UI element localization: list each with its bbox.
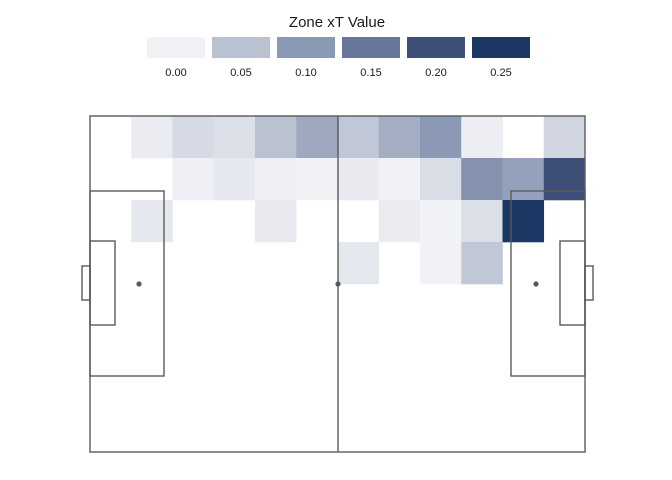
- legend-title: Zone xT Value: [289, 14, 385, 31]
- heatmap-cell: [337, 158, 380, 201]
- heatmap-cell: [420, 242, 462, 285]
- heatmap-cell: [296, 158, 338, 201]
- right-six-yard-box: [559, 240, 586, 326]
- heatmap-cell: [337, 116, 380, 159]
- right-goal: [584, 265, 594, 301]
- heatmap-cell: [255, 200, 297, 243]
- heatmap-cell: [172, 116, 215, 159]
- heatmap-cell: [131, 116, 173, 159]
- left-penalty-spot: [136, 281, 142, 287]
- heatmap-cell: [461, 116, 503, 159]
- legend-swatch: [212, 37, 270, 58]
- heatmap-cells: [131, 116, 586, 285]
- legend-labels: 0.00 0.05 0.10 0.15 0.20 0.25: [165, 67, 511, 79]
- legend-label: 0.10: [295, 67, 316, 79]
- heatmap-cell: [213, 158, 256, 201]
- legend-swatch: [342, 37, 400, 58]
- heatmap-cell: [255, 158, 297, 201]
- pitch: [81, 115, 594, 453]
- left-goal: [81, 265, 91, 301]
- heatmap-cell: [420, 200, 462, 243]
- legend-label: 0.20: [425, 67, 446, 79]
- heatmap-cell: [420, 116, 462, 159]
- heatmap-cell: [296, 116, 338, 159]
- legend-label: 0.00: [165, 67, 186, 79]
- legend-swatch: [407, 37, 465, 58]
- legend-label: 0.25: [490, 67, 511, 79]
- heatmap-cell: [461, 242, 503, 285]
- heatmap-cell: [461, 200, 503, 243]
- heatmap-cell: [213, 116, 256, 159]
- heatmap-cell: [131, 200, 173, 243]
- heatmap-cell: [337, 242, 380, 285]
- heatmap-cell: [543, 116, 586, 159]
- heatmap-cell: [502, 200, 545, 243]
- right-penalty-spot: [533, 281, 539, 287]
- centre-spot: [335, 281, 341, 287]
- legend-swatches: [147, 37, 530, 58]
- legend: Zone xT Value 0.00 0.05 0.10 0.15 0.20 0.25: [147, 14, 530, 79]
- legend-label: 0.15: [360, 67, 381, 79]
- legend-label: 0.05: [230, 67, 251, 79]
- heatmap-cell: [502, 158, 545, 201]
- heatmap-cell: [255, 116, 297, 159]
- left-six-yard-box: [89, 240, 116, 326]
- heatmap-cell: [420, 158, 462, 201]
- heatmap-cell: [378, 158, 421, 201]
- heatmap-cell: [378, 116, 421, 159]
- legend-swatch: [277, 37, 335, 58]
- heatmap-cell: [172, 158, 215, 201]
- heatmap-cell: [461, 158, 503, 201]
- legend-swatch: [147, 37, 205, 58]
- legend-swatch: [472, 37, 530, 58]
- heatmap-cell: [543, 158, 586, 201]
- heatmap-cell: [378, 200, 421, 243]
